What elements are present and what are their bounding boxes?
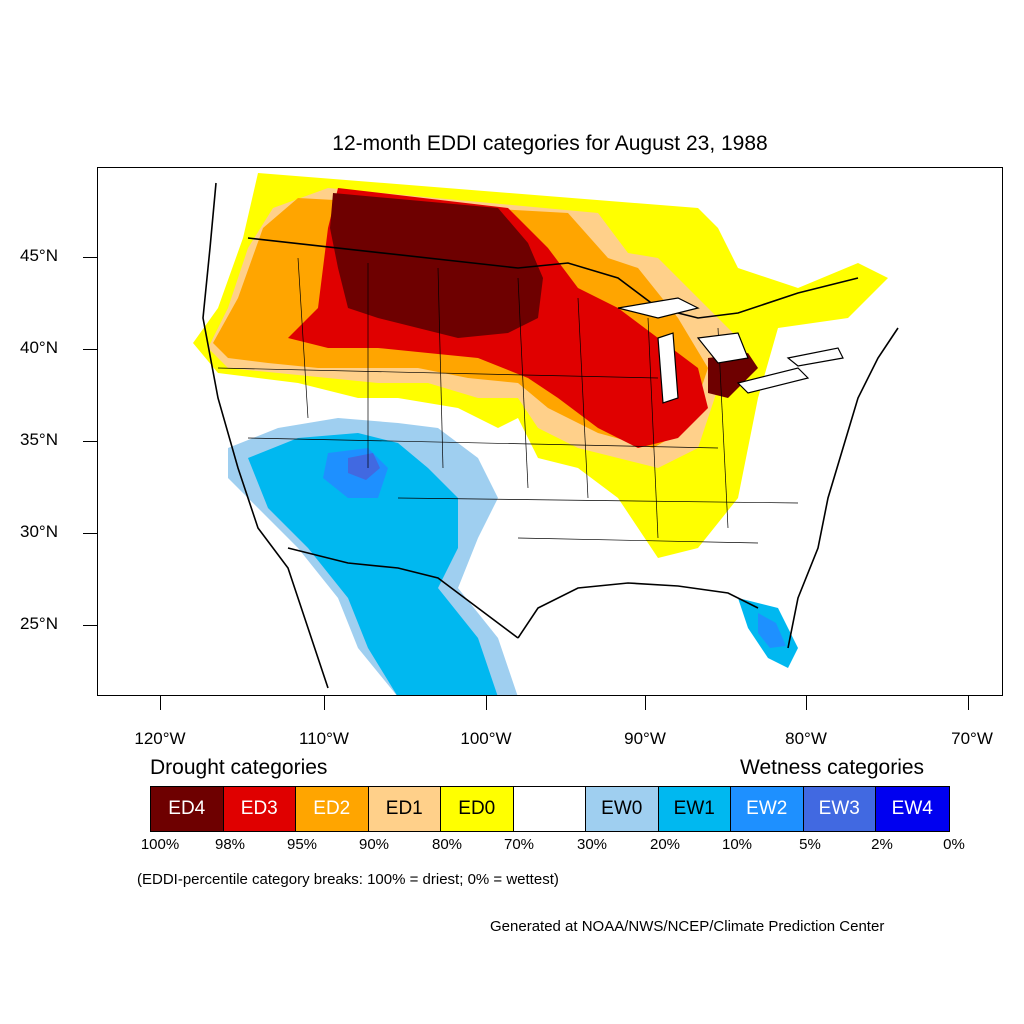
category-fill-regions (193, 173, 888, 695)
lon-tick-mark-120 (160, 696, 161, 710)
lat-tick-mark-40 (83, 349, 97, 350)
lat-tick-mark-25 (83, 625, 97, 626)
legend-ed0: ED0 (441, 787, 514, 831)
lon-label-120: 120°W (134, 729, 186, 748)
lat-label-45: 45°N (20, 246, 58, 265)
region-ed4 (330, 193, 543, 338)
pct-break: 100% (140, 836, 180, 853)
coastline-east (787, 327, 899, 649)
pct-break: 80% (431, 836, 463, 853)
lon-tick-mark-110 (324, 696, 325, 710)
legend-ew2: EW2 (731, 787, 804, 831)
lat-label-25: 25°N (20, 614, 58, 633)
legend-ew0: EW0 (586, 787, 659, 831)
lon-tick-mark-80 (806, 696, 807, 710)
lon-tick-mark-70 (968, 696, 969, 710)
eddi-map (97, 167, 1003, 696)
legend-ed3: ED3 (223, 787, 296, 831)
wetness-heading: Wetness categories (740, 756, 925, 779)
region-ed4-michigan (708, 353, 758, 398)
pct-break: 0% (943, 836, 965, 853)
pct-break: 98% (214, 836, 246, 853)
legend-ed1: ED1 (368, 787, 441, 831)
lat-label-40: 40°N (20, 338, 58, 357)
pct-break: 2% (871, 836, 893, 853)
state-lines (217, 257, 799, 544)
pct-break: 10% (721, 836, 753, 853)
pct-break: 95% (286, 836, 318, 853)
map-canvas (193, 173, 899, 695)
category-legend: ED4 ED3 ED2 ED1 ED0 EW0 EW1 EW2 EW3 EW4 (150, 786, 950, 832)
credit-line: Generated at NOAA/NWS/NCEP/Climate Predi… (490, 918, 885, 935)
pct-break: 20% (649, 836, 681, 853)
lon-label-70: 70°W (951, 729, 993, 748)
drought-heading: Drought categories (150, 756, 328, 779)
legend-ew1: EW1 (658, 787, 731, 831)
lon-label-110: 110°W (299, 729, 349, 748)
legend-ed2: ED2 (296, 787, 369, 831)
legend-ew4: EW4 (876, 787, 949, 831)
pct-break: 70% (503, 836, 535, 853)
legend-neutral (513, 787, 586, 831)
lat-label-30: 30°N (20, 522, 58, 541)
lat-tick-mark-30 (83, 533, 97, 534)
legend-ew3: EW3 (803, 787, 876, 831)
lat-tick-mark-35 (83, 441, 97, 442)
lon-label-100: 100°W (460, 729, 512, 748)
coastline-west (202, 182, 329, 689)
lon-label-80: 80°W (785, 729, 827, 748)
lat-label-35: 35°N (20, 430, 58, 449)
lon-tick-mark-90 (645, 696, 646, 710)
pct-break: 90% (358, 836, 390, 853)
boundary-lines (202, 182, 899, 689)
mexico-border (287, 547, 519, 639)
lat-tick-mark-45 (83, 257, 97, 258)
pct-break: 5% (799, 836, 821, 853)
lon-tick-mark-100 (486, 696, 487, 710)
pct-break: 30% (576, 836, 608, 853)
region-florida-ew2 (758, 613, 786, 648)
great-lakes (617, 297, 844, 404)
legend-ed4: ED4 (151, 787, 224, 831)
map-title: 12-month EDDI categories for August 23, … (332, 132, 768, 155)
category-note: (EDDI-percentile category breaks: 100% =… (137, 871, 559, 888)
coastline-gulf (517, 582, 759, 639)
lon-label-90: 90°W (624, 729, 666, 748)
region-ew3 (348, 453, 380, 480)
